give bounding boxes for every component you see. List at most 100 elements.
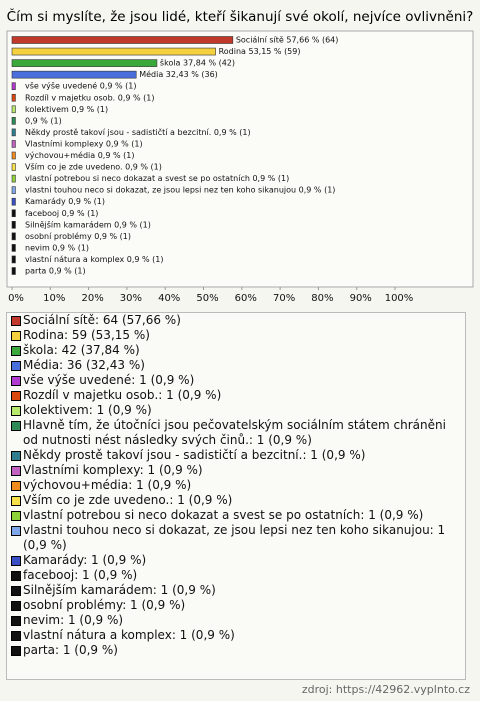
legend-item: Někdy prostě takoví jsou - sadističtí a … <box>11 448 463 463</box>
legend-swatch <box>11 556 21 566</box>
legend: Sociální sítě: 64 (57,66 %) Rodina: 59 (5… <box>6 312 466 680</box>
legend-swatch <box>11 346 21 356</box>
chart: Čím si myslíte, že jsou lidé, kteří šika… <box>6 7 474 304</box>
legend-swatch <box>11 511 21 521</box>
bar <box>11 59 158 67</box>
x-tick-label: 80% <box>311 293 333 304</box>
bar <box>11 255 16 264</box>
legend-item: vlastní nátura a komplex: 1 (0,9 %) <box>11 628 463 643</box>
legend-item: osobní problémy: 1 (0,9 %) <box>11 598 463 613</box>
bar <box>11 36 234 44</box>
x-tick-label: 70% <box>273 293 295 304</box>
legend-label: vlastní potrebou si neco dokazat a svest… <box>23 508 424 522</box>
bar <box>11 209 16 218</box>
bar-label: osobní problémy 0,9 % (1) <box>25 231 131 241</box>
legend-swatch <box>11 481 21 491</box>
bar-label: Vlastními komplexy 0,9 % (1) <box>25 139 143 148</box>
legend-swatch <box>11 571 21 581</box>
legend-swatch <box>11 406 21 416</box>
legend-label: Vlastními komplexy: 1 (0,9 %) <box>23 463 203 477</box>
legend-label: nevim: 1 (0,9 %) <box>23 613 124 627</box>
bar-label: vše výše uvedené 0,9 % (1) <box>25 81 136 91</box>
legend-label: parta: 1 (0,9 %) <box>23 643 118 657</box>
legend-swatch <box>11 391 21 401</box>
x-tick-label: 90% <box>350 293 372 304</box>
bar-label: Sociální sítě 57,66 % (64) <box>236 36 339 45</box>
legend-swatch <box>11 316 21 326</box>
x-tick-label: 30% <box>120 293 142 304</box>
bar <box>11 105 16 114</box>
legend-item: výchovou+média: 1 (0,9 %) <box>11 478 463 493</box>
bar <box>11 174 16 183</box>
bar <box>11 221 16 229</box>
bar <box>11 151 16 160</box>
legend-label: Média: 36 (32,43 %) <box>23 358 145 372</box>
legend-item: Sociální sítě: 64 (57,66 %) <box>11 313 463 328</box>
bar-label: škola 37,84 % (42) <box>160 58 235 68</box>
bar <box>11 47 216 56</box>
bar <box>11 163 16 171</box>
bar <box>11 93 16 102</box>
x-tick-label: 10% <box>43 293 65 304</box>
legend-item: škola: 42 (37,84 %) <box>11 343 463 358</box>
bar-label: facebooj 0,9 % (1) <box>25 209 98 218</box>
bar-label: Média 32,43 % (36) <box>139 69 218 79</box>
legend-item: parta: 1 (0,9 %) <box>11 643 463 658</box>
bar-label: Někdy prostě takoví jsou - sadističtí a … <box>25 127 251 137</box>
x-tick-label: 0% <box>8 293 24 304</box>
bar <box>11 140 16 148</box>
legend-item: vlastni touhou neco si dokazat, ze jsou … <box>11 523 463 553</box>
bar-label: nevim 0,9 % (1) <box>25 243 89 252</box>
legend-label: škola: 42 (37,84 %) <box>23 343 140 357</box>
legend-label: Rodina: 59 (53,15 %) <box>23 328 150 342</box>
bar-label: Rodina 53,15 % (59) <box>219 47 301 56</box>
x-tick-label: 100% <box>385 293 414 304</box>
bar-label: vlastní potrebou si neco dokazat a svest… <box>25 174 289 183</box>
x-tick-label: 20% <box>81 293 103 304</box>
x-tick-label: 40% <box>158 293 180 304</box>
legend-swatch <box>11 601 21 611</box>
legend-item: vlastní potrebou si neco dokazat a svest… <box>11 508 463 523</box>
legend-swatch <box>11 361 21 371</box>
bar-label: Rozdíl v majetku osob. 0,9 % (1) <box>25 93 154 102</box>
bar <box>11 82 16 90</box>
legend-item: nevim: 1 (0,9 %) <box>11 613 463 628</box>
bar-label: vlastni touhou neco si dokazat, ze jsou … <box>25 186 335 195</box>
legend-swatch <box>11 466 21 476</box>
legend-swatch <box>11 496 21 506</box>
bar-label: výchovou+média 0,9 % (1) <box>25 150 134 160</box>
legend-swatch <box>11 331 21 341</box>
legend-swatch <box>11 616 21 626</box>
bar-label: 0,9 % (1) <box>25 116 62 125</box>
legend-item: Vším co je zde uvedeno.: 1 (0,9 %) <box>11 493 463 508</box>
bar <box>11 128 16 137</box>
bar-label: parta 0,9 % (1) <box>25 267 86 276</box>
bar-label: Kamarády 0,9 % (1) <box>25 197 105 206</box>
legend-label: osobní problémy: 1 (0,9 %) <box>23 598 186 612</box>
x-tick-label: 60% <box>235 293 257 304</box>
bar-label: kolektivem 0,9 % (1) <box>25 105 108 114</box>
legend-label: výchovou+média: 1 (0,9 %) <box>23 478 192 492</box>
legend-swatch <box>11 631 21 641</box>
legend-swatch <box>11 451 21 461</box>
legend-label: Někdy prostě takoví jsou - sadističtí a … <box>23 448 366 462</box>
bar-label: Silnějším kamarádem 0,9 % (1) <box>25 219 151 229</box>
legend-label: vlastni touhou neco si dokazat, ze jsou … <box>23 523 446 552</box>
legend-item: Silnějším kamarádem: 1 (0,9 %) <box>11 583 463 598</box>
legend-swatch <box>11 526 21 536</box>
source: zdroj: https://42962.vyplnto.cz <box>301 683 470 696</box>
legend-item: kolektivem: 1 (0,9 %) <box>11 403 463 418</box>
x-tick-label: 50% <box>196 293 218 304</box>
bar <box>11 232 16 241</box>
legend-label: Rozdíl v majetku osob.: 1 (0,9 %) <box>23 388 222 402</box>
legend-label: Silnějším kamarádem: 1 (0,9 %) <box>23 583 216 597</box>
legend-swatch <box>11 376 21 386</box>
legend-item: vše výše uvedené: 1 (0,9 %) <box>11 373 463 388</box>
legend-label: vše výše uvedené: 1 (0,9 %) <box>23 373 195 387</box>
legend-item: Kamarády: 1 (0,9 %) <box>11 553 463 568</box>
bar <box>11 244 16 252</box>
legend-item: Hlavně tím, že útočníci jsou pečovatelsk… <box>11 418 463 448</box>
legend-item: Rodina: 59 (53,15 %) <box>11 328 463 343</box>
bar <box>11 197 16 206</box>
bar <box>11 117 16 125</box>
